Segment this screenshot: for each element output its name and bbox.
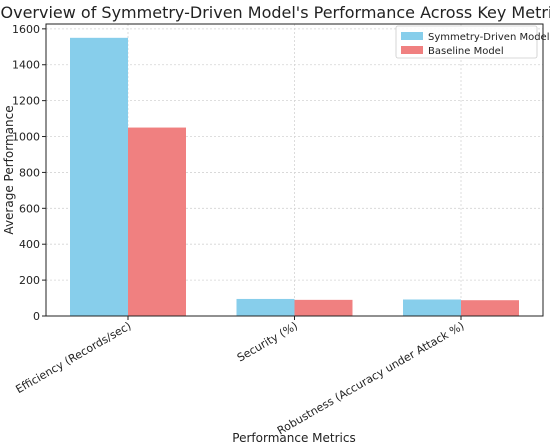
x-tick-label: Efficiency (Records/sec) — [13, 319, 133, 396]
legend-frame — [395, 25, 538, 59]
y-tick-label: 400 — [19, 238, 40, 251]
x-ticks: Efficiency (Records/sec) Security (%)Robu… — [13, 316, 467, 437]
legend-label-baseline: Baseline Model — [428, 46, 504, 57]
y-tick-label: 1200 — [12, 95, 40, 108]
bar-baseline-1 — [294, 299, 353, 316]
y-axis-label: Average Performance — [2, 105, 16, 234]
legend-label-symmetry-driven: Symmetry-Driven Model — [428, 32, 549, 43]
y-tick-label: 600 — [19, 202, 40, 215]
y-tick-label: 1600 — [12, 23, 40, 36]
x-axis-label: Performance Metrics — [232, 431, 355, 445]
chart-title: Overview of Symmetry-Driven Model's Perf… — [1, 3, 550, 22]
x-tick-label: Robustness (Accuracy under Attack %) — [275, 319, 467, 437]
bars — [70, 37, 519, 316]
x-tick-label: Security (%) — [235, 319, 300, 364]
legend: Symmetry-Driven Model Baseline Model — [395, 25, 549, 59]
bar-symmetry-driven-2 — [403, 299, 461, 316]
bar-baseline-2 — [461, 300, 519, 316]
legend-swatch-symmetry-driven — [401, 32, 423, 40]
y-tick-label: 200 — [19, 274, 40, 287]
y-tick-label: 1000 — [12, 131, 40, 144]
bar-symmetry-driven-1 — [236, 298, 295, 316]
bar-baseline-0 — [128, 127, 186, 316]
y-tick-label: 800 — [19, 166, 40, 179]
y-tick-label: 0 — [33, 310, 40, 323]
y-tick-label: 1400 — [12, 59, 40, 72]
legend-swatch-baseline — [401, 46, 423, 54]
y-ticks: 0 200 400 600 800 1000 1200 1400 1600 — [12, 23, 46, 323]
bar-symmetry-driven-0 — [70, 37, 128, 316]
